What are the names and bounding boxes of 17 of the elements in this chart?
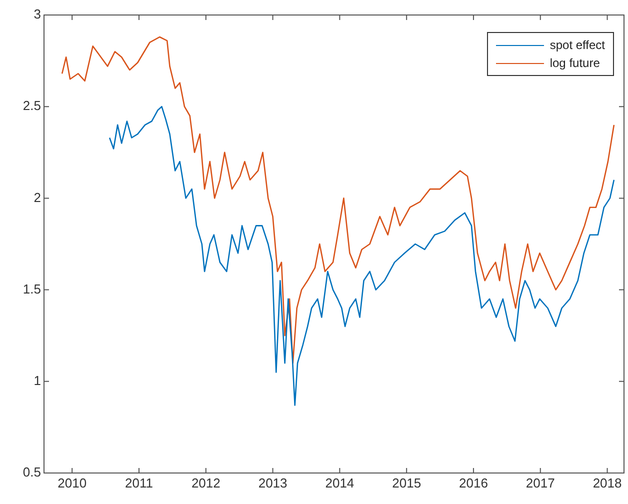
y-tick-label: 2.5 [22, 98, 41, 114]
x-tick-label: 2018 [592, 475, 622, 490]
y-tick-label: 3 [34, 6, 41, 22]
legend-label: spot effect [550, 37, 605, 54]
y-tick-label: 1 [34, 372, 41, 388]
legend-label: log future [550, 55, 600, 72]
x-tick-label: 2011 [125, 475, 153, 490]
x-tick-label: 2012 [191, 475, 220, 490]
x-tick-label: 2013 [258, 475, 288, 490]
x-tick-label: 2014 [325, 475, 354, 490]
y-tick-label: 0.5 [22, 464, 41, 480]
x-tick-label: 2016 [459, 475, 488, 490]
y-tick-label: 2 [34, 190, 41, 205]
x-tick-label: 2010 [58, 475, 87, 490]
x-tick-label: 2015 [392, 475, 422, 490]
x-tick-label: 2017 [526, 475, 555, 490]
y-tick-label: 1.5 [22, 281, 41, 296]
